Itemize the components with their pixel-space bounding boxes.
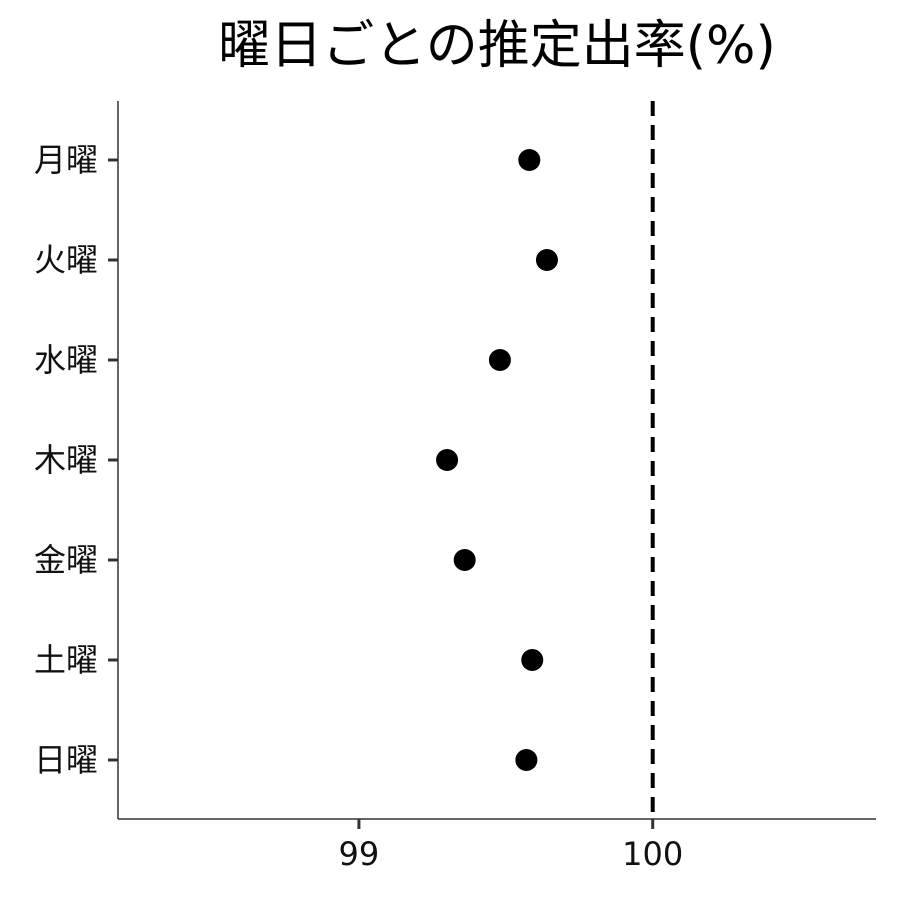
y-tick-label: 水曜 <box>34 341 98 379</box>
data-point <box>488 349 511 371</box>
y-tick-label: 金曜 <box>34 541 98 579</box>
y-tick-label: 木曜 <box>34 441 98 479</box>
data-point <box>436 449 459 471</box>
data-point <box>518 149 541 171</box>
data-point <box>535 249 558 271</box>
y-tick-label: 土曜 <box>34 641 98 679</box>
x-tick-label: 99 <box>339 835 380 873</box>
y-tick-label: 日曜 <box>34 741 98 779</box>
data-point <box>515 749 538 771</box>
data-point <box>453 549 476 571</box>
chart-title: 曜日ごとの推定出率(%) <box>218 16 775 76</box>
data-point <box>521 649 544 671</box>
y-tick-label: 火曜 <box>34 241 98 279</box>
y-tick-label: 月曜 <box>34 141 98 179</box>
x-tick-label: 100 <box>622 835 683 873</box>
